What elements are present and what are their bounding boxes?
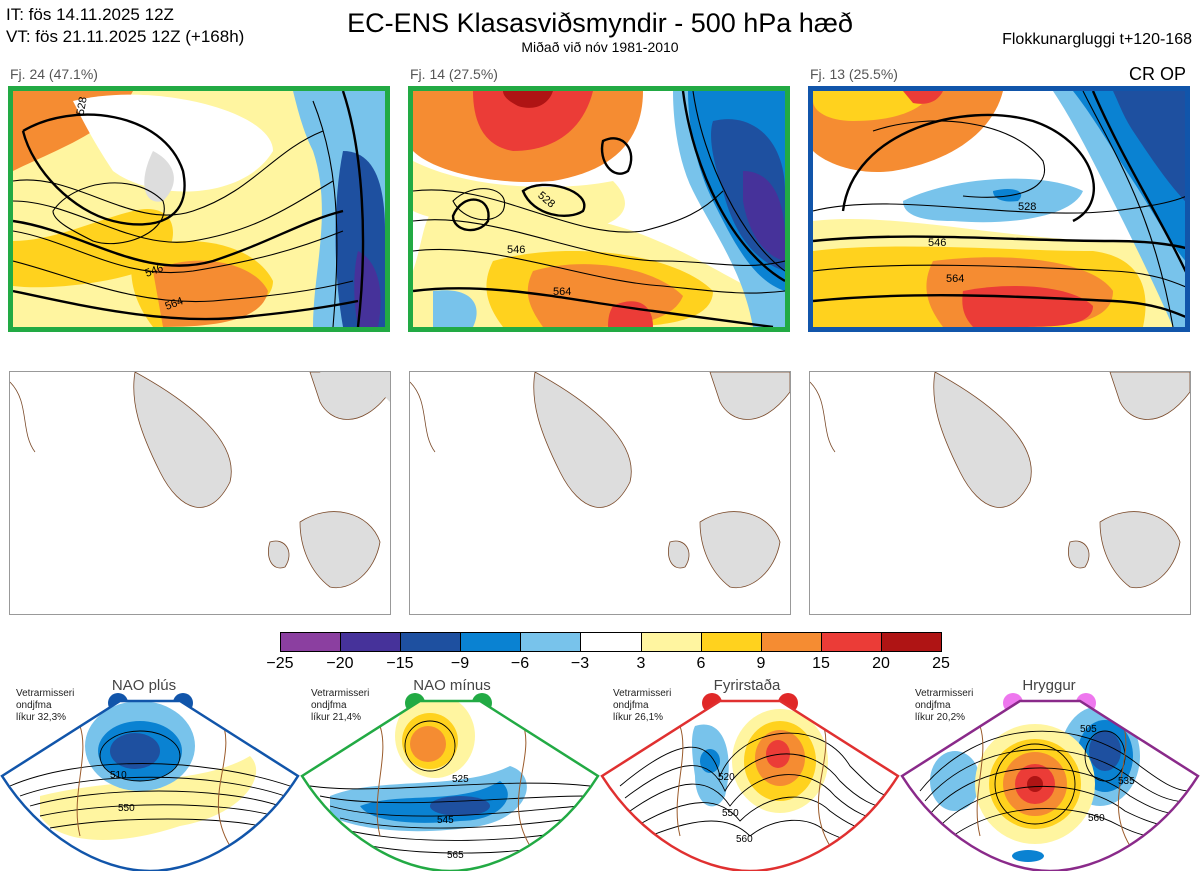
regime-3-title: Fyrirstaða <box>713 677 781 694</box>
colorbar-tick: −20 <box>326 655 354 672</box>
regime-4-note: Vetrarmisseri ondjfma líkur 20,2% <box>915 688 973 724</box>
contour-label: 550 <box>722 808 739 819</box>
regime-1-title: NAO plús <box>111 677 177 694</box>
note-line: Vetrarmisseri <box>613 688 672 699</box>
regime-1-note: Vetrarmisseri ondjfma líkur 32,3% <box>16 688 74 724</box>
cluster-1-map <box>8 86 390 332</box>
colorbar-tick: −15 <box>386 655 414 672</box>
page-subtitle: Miðað við nóv 1981-2010 <box>521 39 679 55</box>
colorbar-swatch <box>641 633 702 651</box>
contour-label: 564 <box>553 286 572 298</box>
contour-label: 528 <box>1018 201 1037 213</box>
colorbar-tick: 9 <box>756 655 766 672</box>
contour-label: 550 <box>118 803 135 814</box>
note-line: líkur 21,4% <box>311 712 362 723</box>
note-line: ondjfma <box>915 700 951 711</box>
contour-label: 565 <box>447 850 464 861</box>
colorbar <box>280 632 942 652</box>
contour-label: 546 <box>928 237 947 249</box>
colorbar-swatch <box>341 633 402 651</box>
note-line: Vetrarmisseri <box>311 688 370 699</box>
cluster-3-label: Fj. 13 (25.5%) <box>810 66 898 82</box>
contour-label: 525 <box>452 774 469 785</box>
regime-2-title: NAO mínus <box>413 677 491 694</box>
colorbar-swatch <box>701 633 762 651</box>
regime-3-map: 520 550 560 <box>600 699 900 871</box>
header-times: IT: fös 14.11.2025 12Z VT: fös 21.11.202… <box>6 4 244 48</box>
colorbar-tick: 25 <box>932 655 950 672</box>
contour-label: 510 <box>110 770 127 781</box>
colorbar-tick: −6 <box>510 655 530 672</box>
colorbar-tick: 6 <box>696 655 706 672</box>
colorbar-tick: 20 <box>872 655 890 672</box>
contour-label: 564 <box>946 273 965 285</box>
regime-4-map: 505 535 560 <box>900 699 1200 871</box>
empty-map-2 <box>409 371 791 615</box>
colorbar-swatch <box>401 633 462 651</box>
colorbar-swatch <box>761 633 822 651</box>
contour-label: 505 <box>1080 724 1097 735</box>
contour-label: 546 <box>507 244 526 256</box>
contour-label: 535 <box>1118 776 1135 787</box>
note-line: líkur 26,1% <box>613 712 664 723</box>
note-line: líkur 32,3% <box>16 712 67 723</box>
colorbar-swatch <box>281 633 342 651</box>
colorbar-tick: −9 <box>450 655 470 672</box>
contour-label: 520 <box>718 772 735 783</box>
colorbar-tick: −25 <box>266 655 294 672</box>
colorbar-tick: −3 <box>570 655 590 672</box>
note-line: ondjfma <box>613 700 649 711</box>
init-time: IT: fös 14.11.2025 12Z <box>6 5 174 24</box>
empty-map-3 <box>809 371 1191 615</box>
empty-map-1 <box>9 371 391 615</box>
colorbar-swatch <box>581 633 642 651</box>
colorbar-tick: 15 <box>812 655 830 672</box>
colorbar-tick: 3 <box>636 655 646 672</box>
regime-2-note: Vetrarmisseri ondjfma líkur 21,4% <box>311 688 369 724</box>
contour-label: 560 <box>1088 813 1105 824</box>
colorbar-swatch <box>821 633 882 651</box>
regime-2-map: 525 545 565 <box>300 699 600 871</box>
contour-label: 560 <box>736 834 753 845</box>
regime-4-title: Hryggur <box>1022 677 1076 694</box>
colorbar-swatch <box>521 633 582 651</box>
regime-1-map: 510 550 <box>0 699 300 871</box>
contour-label: 545 <box>437 815 454 826</box>
cluster-2-label: Fj. 14 (27.5%) <box>410 66 498 82</box>
colorbar-swatch <box>881 633 942 651</box>
note-line: ondjfma <box>311 700 347 711</box>
regime-3-note: Vetrarmisseri ondjfma líkur 26,1% <box>613 688 671 724</box>
cluster-1-label: Fj. 24 (47.1%) <box>10 66 98 82</box>
cluster-3-map <box>808 86 1190 332</box>
note-line: líkur 20,2% <box>915 712 966 723</box>
note-line: ondjfma <box>16 700 52 711</box>
note-line: Vetrarmisseri <box>915 688 974 699</box>
cluster-2-map <box>408 86 790 332</box>
valid-time: VT: fös 21.11.2025 12Z (+168h) <box>6 27 245 46</box>
page-title: EC-ENS Klasasviðsmyndir - 500 hPa hæð <box>347 8 853 38</box>
colorbar-swatch <box>461 633 522 651</box>
classification-window: Flokkunargluggi t+120-168 <box>1002 31 1192 48</box>
note-line: Vetrarmisseri <box>16 688 75 699</box>
cr-op-tag: CR OP <box>1128 64 1186 84</box>
